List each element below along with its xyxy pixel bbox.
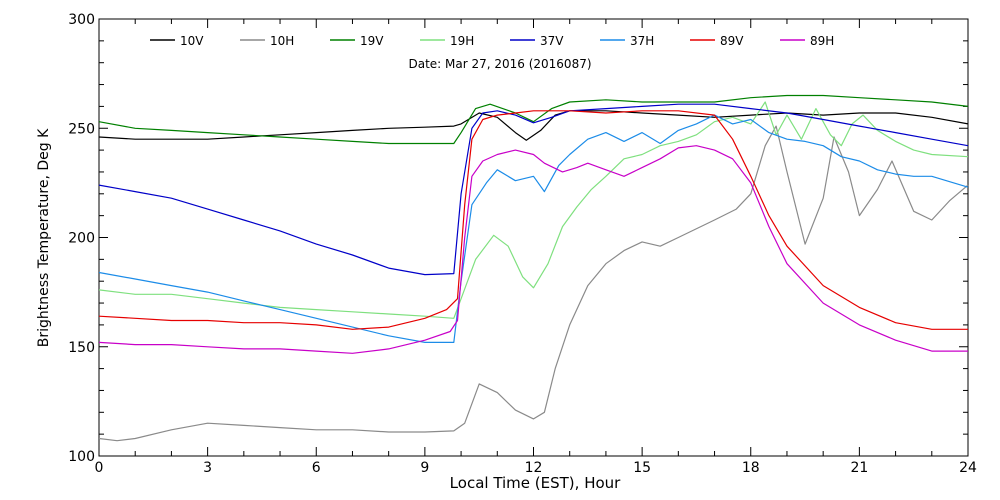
series-line-10v: [98, 110, 969, 141]
x-tick-label: 12: [525, 460, 543, 476]
y-tick-label: 150: [68, 340, 95, 356]
series-lines: [98, 94, 969, 442]
x-tick-label: 24: [959, 460, 977, 476]
y-tick-label: 100: [68, 449, 95, 465]
legend-label-89h: 89H: [810, 34, 834, 48]
series-line-37h: [98, 114, 969, 343]
legend: 10V 10H 19V 19H 37V 37H 89V 89H: [150, 34, 834, 48]
series-line-10h: [98, 125, 969, 442]
legend-label-37h: 37H: [630, 34, 654, 48]
x-tick-label: 15: [633, 460, 651, 476]
y-tick-label: 200: [68, 231, 95, 247]
series-line-19h: [98, 101, 969, 319]
series-line-89h: [98, 145, 968, 354]
x-tick-label: 9: [420, 460, 429, 476]
legend-label-19h: 19H: [450, 34, 474, 48]
x-tick-label: 18: [742, 460, 760, 476]
date-annotation: Date: Mar 27, 2016 (2016087): [408, 57, 591, 71]
x-tick-label: 0: [95, 460, 104, 476]
x-tick-label: 21: [850, 460, 868, 476]
legend-label-10h: 10H: [270, 34, 294, 48]
legend-label-37v: 37V: [540, 34, 564, 48]
plot-frame: [98, 18, 969, 457]
legend-label-10v: 10V: [180, 34, 204, 48]
legend-label-19v: 19V: [360, 34, 384, 48]
axes: 0 3 6 9 12 15 18 21 24 100 150 200 250 300: [68, 12, 977, 476]
plot-area: [98, 18, 969, 457]
x-tick-label: 6: [312, 460, 321, 476]
series-line-37v: [98, 103, 969, 276]
y-tick-label: 250: [68, 121, 95, 137]
y-tick-label: 300: [68, 12, 95, 28]
series-line-89v: [98, 110, 968, 330]
x-axis-label: Local Time (EST), Hour: [450, 474, 621, 492]
legend-label-89v: 89V: [720, 34, 744, 48]
y-axis-label: Brightness Temperature, Deg K: [36, 128, 52, 347]
x-tick-label: 3: [203, 460, 212, 476]
series-line-19v: [98, 94, 969, 145]
